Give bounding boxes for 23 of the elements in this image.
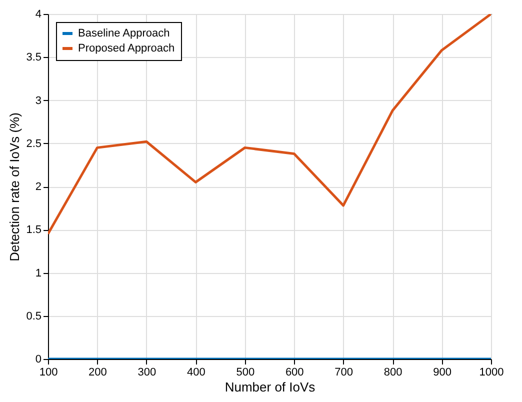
legend-label: Baseline Approach bbox=[78, 28, 170, 40]
x-tick-label: 800 bbox=[384, 366, 402, 378]
y-tick-label: 2.5 bbox=[26, 138, 42, 150]
y-tick-label: 3 bbox=[35, 94, 42, 107]
x-tick-label: 400 bbox=[186, 366, 206, 378]
y-tick-label: 0 bbox=[35, 354, 42, 366]
x-tick-label: 1000 bbox=[479, 366, 504, 378]
y-tick-label: 1.5 bbox=[26, 224, 42, 236]
y-tick-label: 0.5 bbox=[26, 310, 42, 322]
x-tick-label: 500 bbox=[236, 366, 255, 378]
y-axis-title: Detection rate of IoVs (%) bbox=[7, 112, 22, 262]
x-tick-label: 300 bbox=[138, 366, 156, 378]
x-tick-label: 100 bbox=[39, 366, 58, 378]
x-tick-label: 200 bbox=[88, 366, 107, 378]
x-tick-label: 600 bbox=[285, 366, 304, 378]
y-tick-label: 4 bbox=[35, 8, 42, 20]
y-tick-label: 3.5 bbox=[26, 52, 42, 64]
y-tick-label: 2 bbox=[35, 181, 42, 193]
y-tick-label: 1 bbox=[35, 267, 42, 280]
legend-label: Proposed Approach bbox=[78, 42, 175, 54]
x-axis-title: Number of IoVs bbox=[224, 380, 316, 394]
x-tick-label: 900 bbox=[433, 366, 452, 378]
x-tick-label: 700 bbox=[334, 366, 354, 378]
